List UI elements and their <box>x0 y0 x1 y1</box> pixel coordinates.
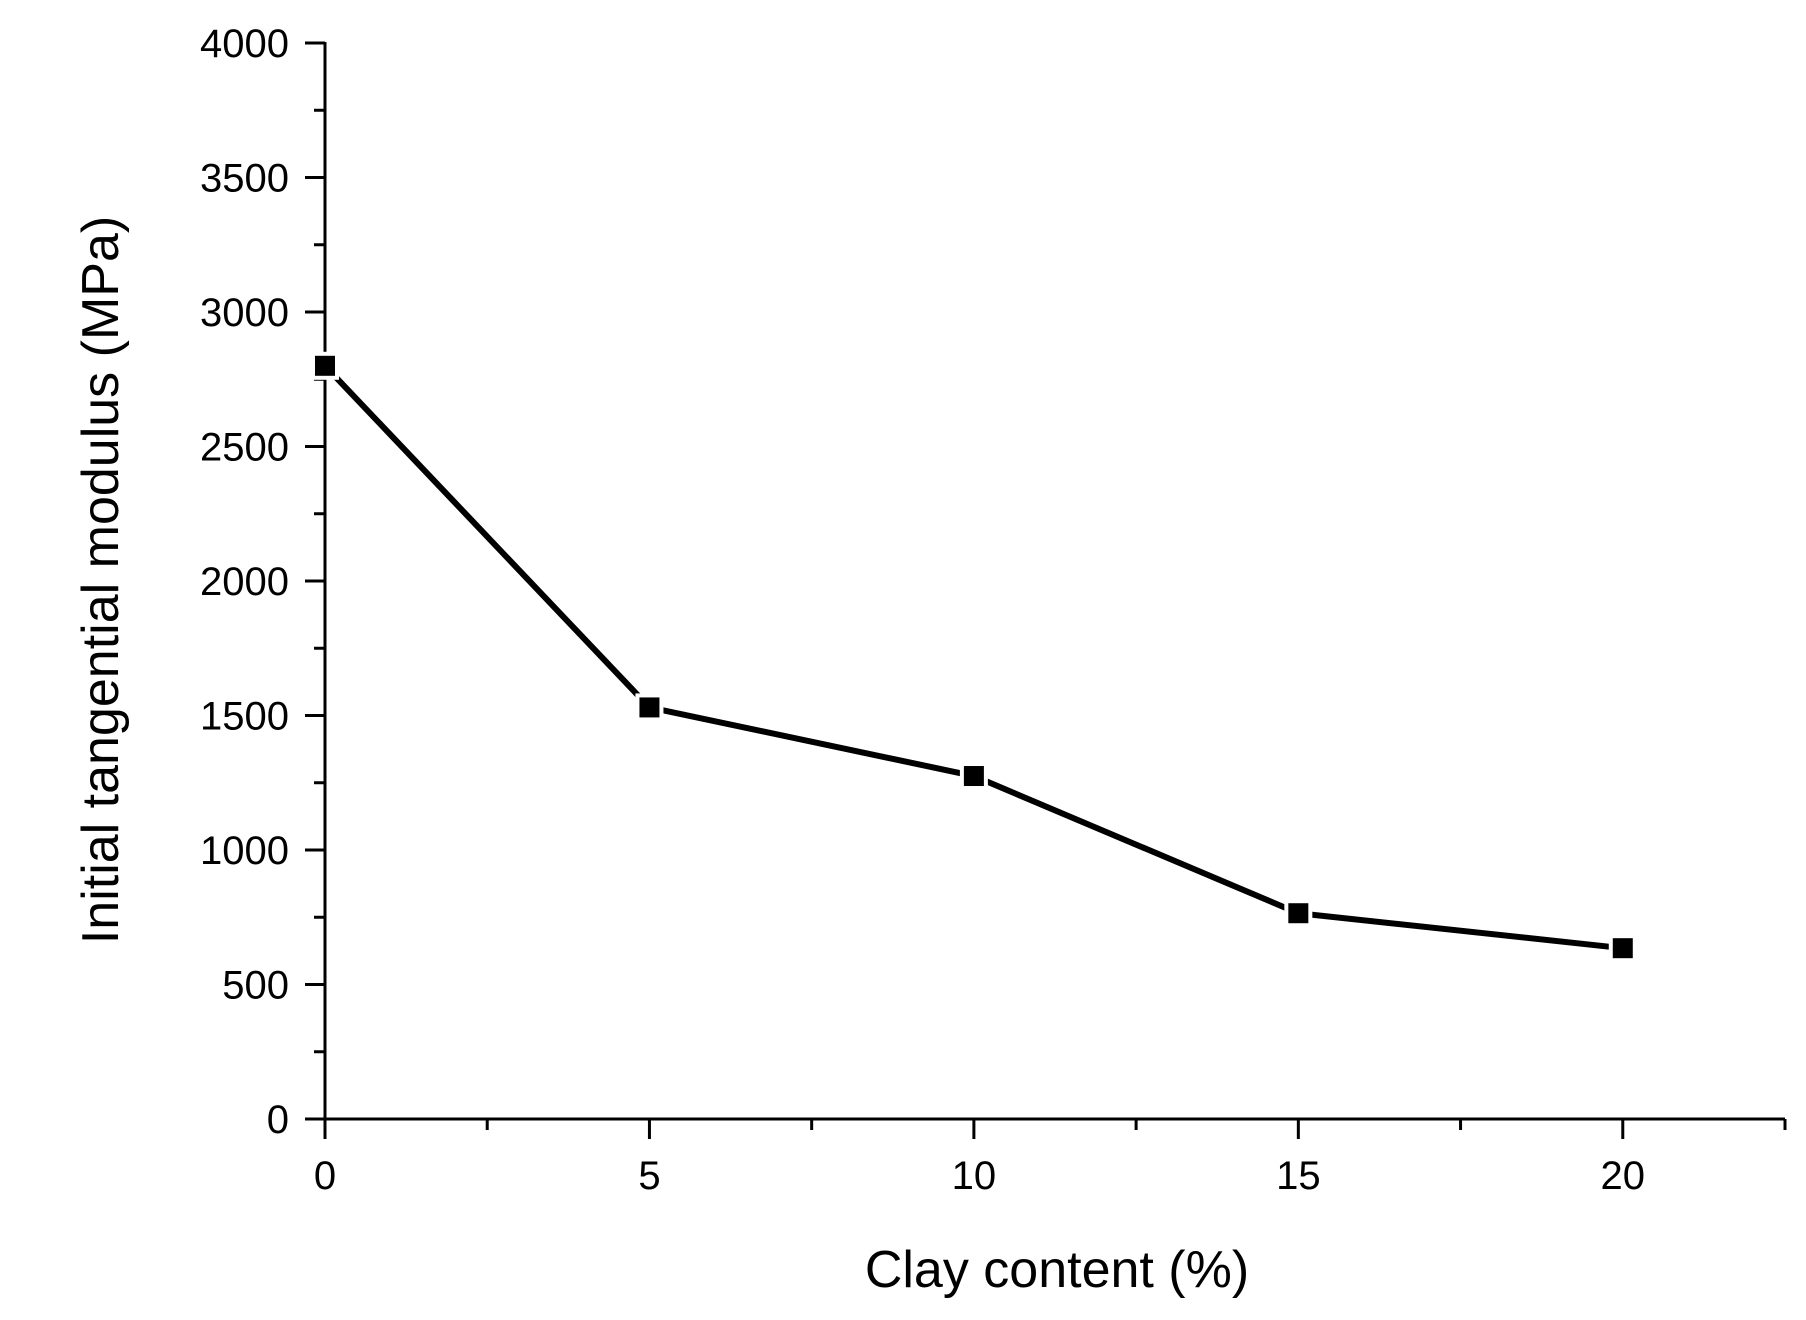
data-point <box>1608 934 1637 963</box>
x-tick-label: 15 <box>1276 1154 1321 1198</box>
y-tick-label: 4000 <box>200 22 289 66</box>
series-layer <box>311 351 1637 963</box>
x-tick-label: 5 <box>638 1154 660 1198</box>
data-point <box>635 693 664 722</box>
x-axis-title: Clay content (%) <box>865 1241 1249 1299</box>
y-tick-label: 3000 <box>200 291 289 335</box>
y-tick-label: 500 <box>222 964 289 1008</box>
x-tick-label: 10 <box>952 1154 997 1198</box>
y-tick-label: 1500 <box>200 695 289 739</box>
x-tick-label: 20 <box>1601 1154 1646 1198</box>
data-point <box>1284 899 1313 928</box>
y-tick-label: 3500 <box>200 157 289 201</box>
series-line <box>322 363 1624 952</box>
data-point <box>959 762 988 791</box>
y-tick-label: 1000 <box>200 829 289 873</box>
axes: 0 500 1000 1500 2000 2500 3000 3500 4000 0 5 10 15 20 <box>200 22 1787 1198</box>
x-tick-label: 0 <box>314 1154 336 1198</box>
data-point <box>311 351 339 380</box>
y-tick-label: 2000 <box>200 560 289 604</box>
y-tick-label: 2500 <box>200 426 289 470</box>
y-axis-title: Initial tangential modulus (MPa) <box>72 216 130 944</box>
y-tick-label: 0 <box>267 1098 289 1142</box>
